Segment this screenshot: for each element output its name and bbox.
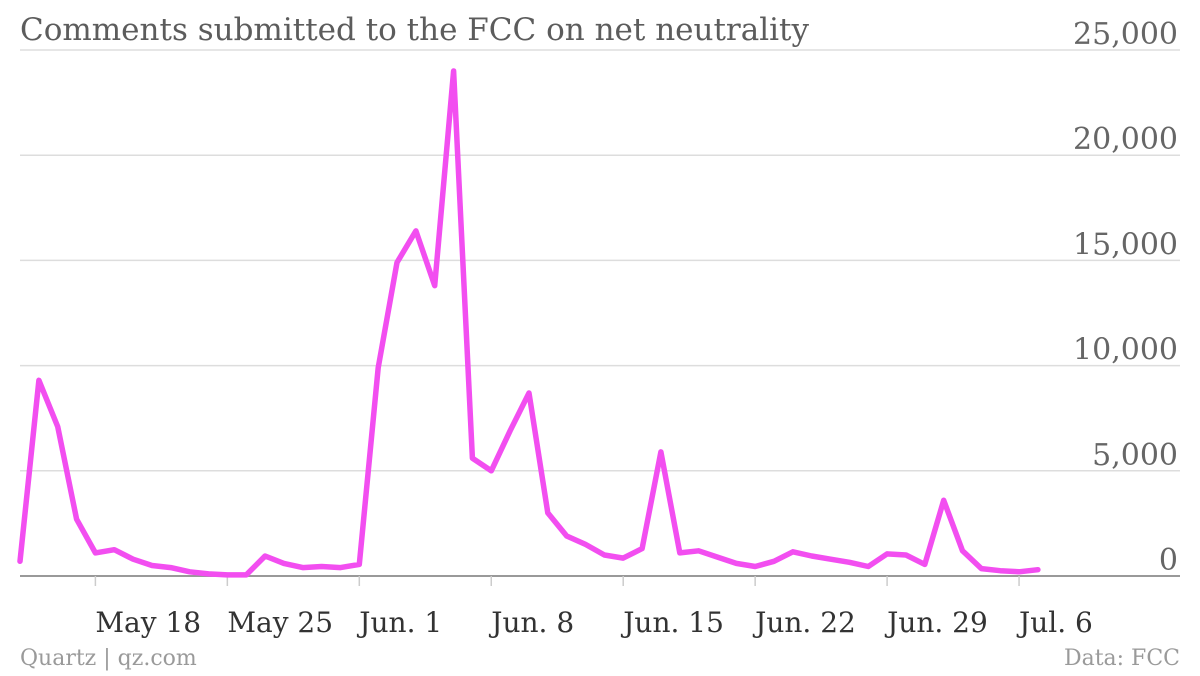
y-tick-label: 0 [1159,543,1178,578]
y-tick-label: 10,000 [1073,333,1178,368]
x-tick-label: Jul. 6 [1016,606,1093,639]
x-tick-label: Jun. 1 [356,606,442,639]
y-tick-label: 15,000 [1073,227,1178,262]
x-tick-label: May 25 [227,606,333,639]
source-text: Data: FCC [1063,646,1180,671]
series-line [17,68,1041,578]
x-axis: May 18 May 25 Jun. 1 Jun. 8 Jun. 15 Jun. 22 Ju… [20,575,1180,639]
x-tick-label: Jun. 22 [752,606,856,639]
chart-title: Comments submitted to the FCC on net neu… [20,12,810,48]
y-tick-label: 5,000 [1092,438,1178,473]
y-axis-ticks: 0 5,000 10,000 15,000 20,000 25,000 [1073,17,1178,578]
y-tick-label: 20,000 [1073,122,1178,157]
x-tick-label: Jun. 15 [620,606,724,639]
credit-text: Quartz | qz.com [20,646,197,671]
x-tick-label: Jun. 29 [884,606,988,639]
gridlines [20,49,1180,472]
x-tick-label: May 18 [95,606,201,639]
y-tick-label: 25,000 [1073,17,1178,52]
x-tick-label: Jun. 8 [488,606,574,639]
